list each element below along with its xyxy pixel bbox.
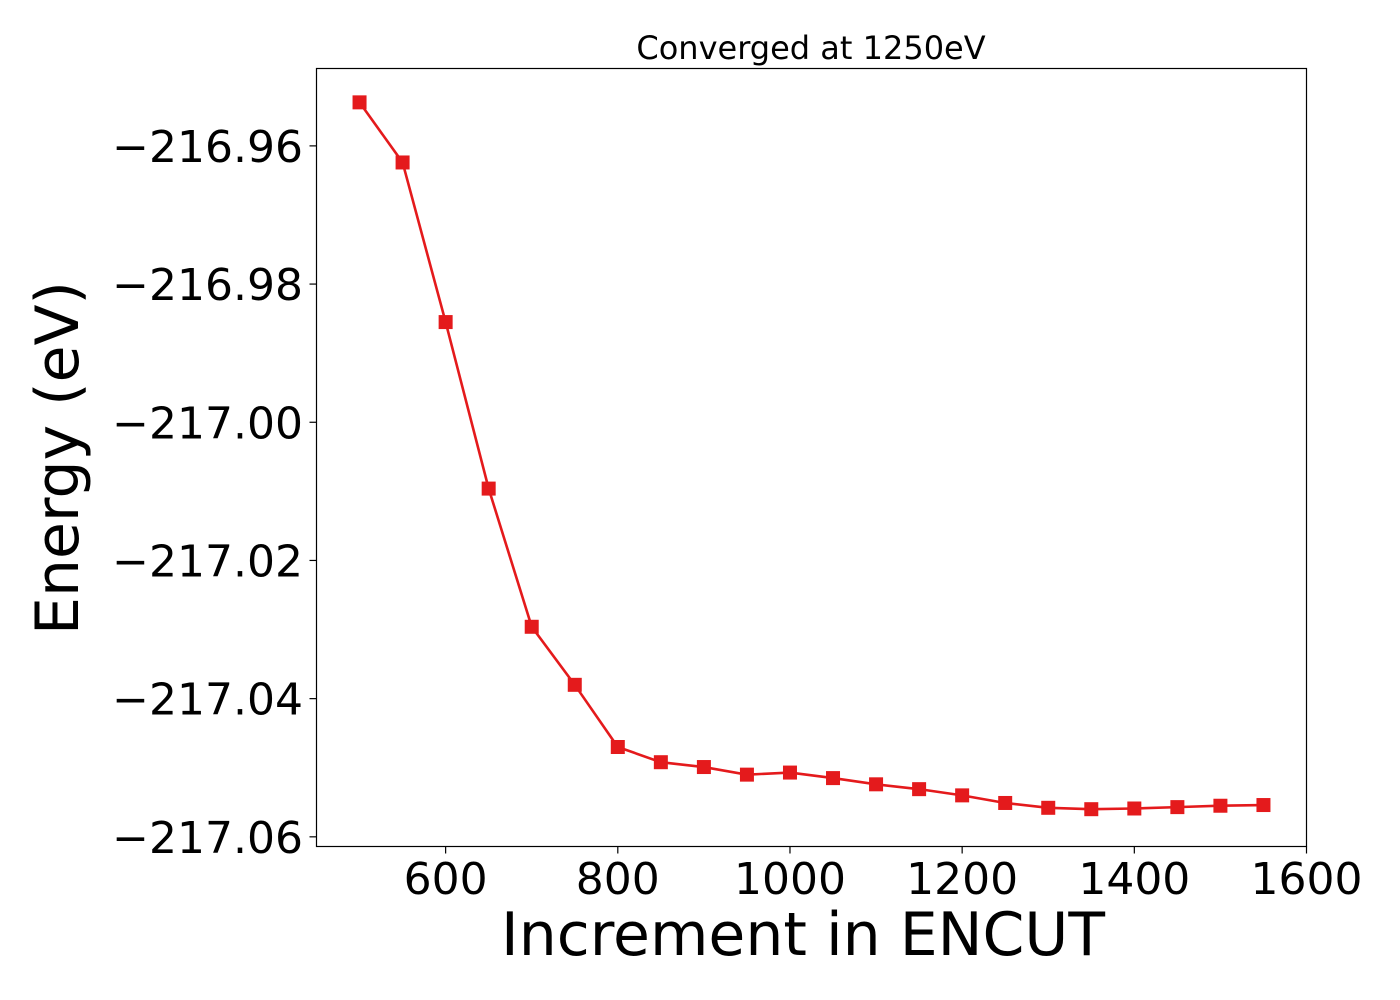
y-axis-label: Energy (eV) bbox=[23, 281, 93, 635]
y-tick-label: −216.96 bbox=[112, 122, 303, 173]
series-line bbox=[358, 101, 1264, 811]
x-tick-label: 1600 bbox=[1251, 854, 1363, 905]
data-point-marker bbox=[869, 777, 884, 792]
y-tick-label: −217.00 bbox=[112, 398, 303, 449]
data-point-marker bbox=[1170, 800, 1185, 815]
data-point-marker bbox=[481, 481, 496, 496]
plot-area-frame bbox=[315, 67, 1308, 848]
data-point-marker bbox=[955, 788, 970, 803]
y-tick-label: −217.02 bbox=[112, 536, 303, 587]
data-point-marker bbox=[739, 767, 754, 782]
x-tick-label: 1400 bbox=[1078, 854, 1190, 905]
data-point-marker bbox=[1256, 798, 1271, 813]
y-tick-label: −217.06 bbox=[112, 813, 303, 864]
x-tick-label: 1200 bbox=[906, 854, 1018, 905]
data-point-marker bbox=[524, 619, 539, 634]
chart-title: Converged at 1250eV bbox=[636, 29, 985, 67]
y-tick-label: −216.98 bbox=[112, 260, 303, 311]
data-point-marker bbox=[696, 760, 711, 775]
data-point-marker bbox=[1127, 801, 1142, 816]
x-tick-label: 600 bbox=[404, 854, 488, 905]
y-axis-ticks: −216.96 −216.98 −217.00 −217.02 −217.04 −217.… bbox=[112, 122, 317, 864]
data-point-marker bbox=[782, 765, 797, 780]
data-point-marker bbox=[1041, 800, 1056, 815]
data-point-marker bbox=[352, 95, 367, 110]
data-point-marker bbox=[1213, 798, 1228, 813]
y-tick-label: −217.04 bbox=[112, 675, 303, 726]
data-point-marker bbox=[653, 755, 668, 770]
data-point-marker bbox=[1084, 802, 1099, 817]
data-point-marker bbox=[610, 740, 625, 755]
data-point-marker bbox=[438, 315, 453, 330]
series-layer bbox=[352, 95, 1271, 817]
data-point-marker bbox=[567, 677, 582, 692]
data-point-marker bbox=[998, 795, 1013, 810]
data-point-marker bbox=[395, 155, 410, 170]
x-tick-label: 800 bbox=[576, 854, 660, 905]
x-axis-ticks: 600 800 1000 1200 1400 1600 bbox=[404, 846, 1363, 905]
data-point-marker bbox=[826, 771, 841, 786]
data-point-marker bbox=[912, 782, 927, 797]
x-axis-label: Increment in ENCUT bbox=[501, 900, 1105, 970]
x-tick-label: 1000 bbox=[734, 854, 846, 905]
